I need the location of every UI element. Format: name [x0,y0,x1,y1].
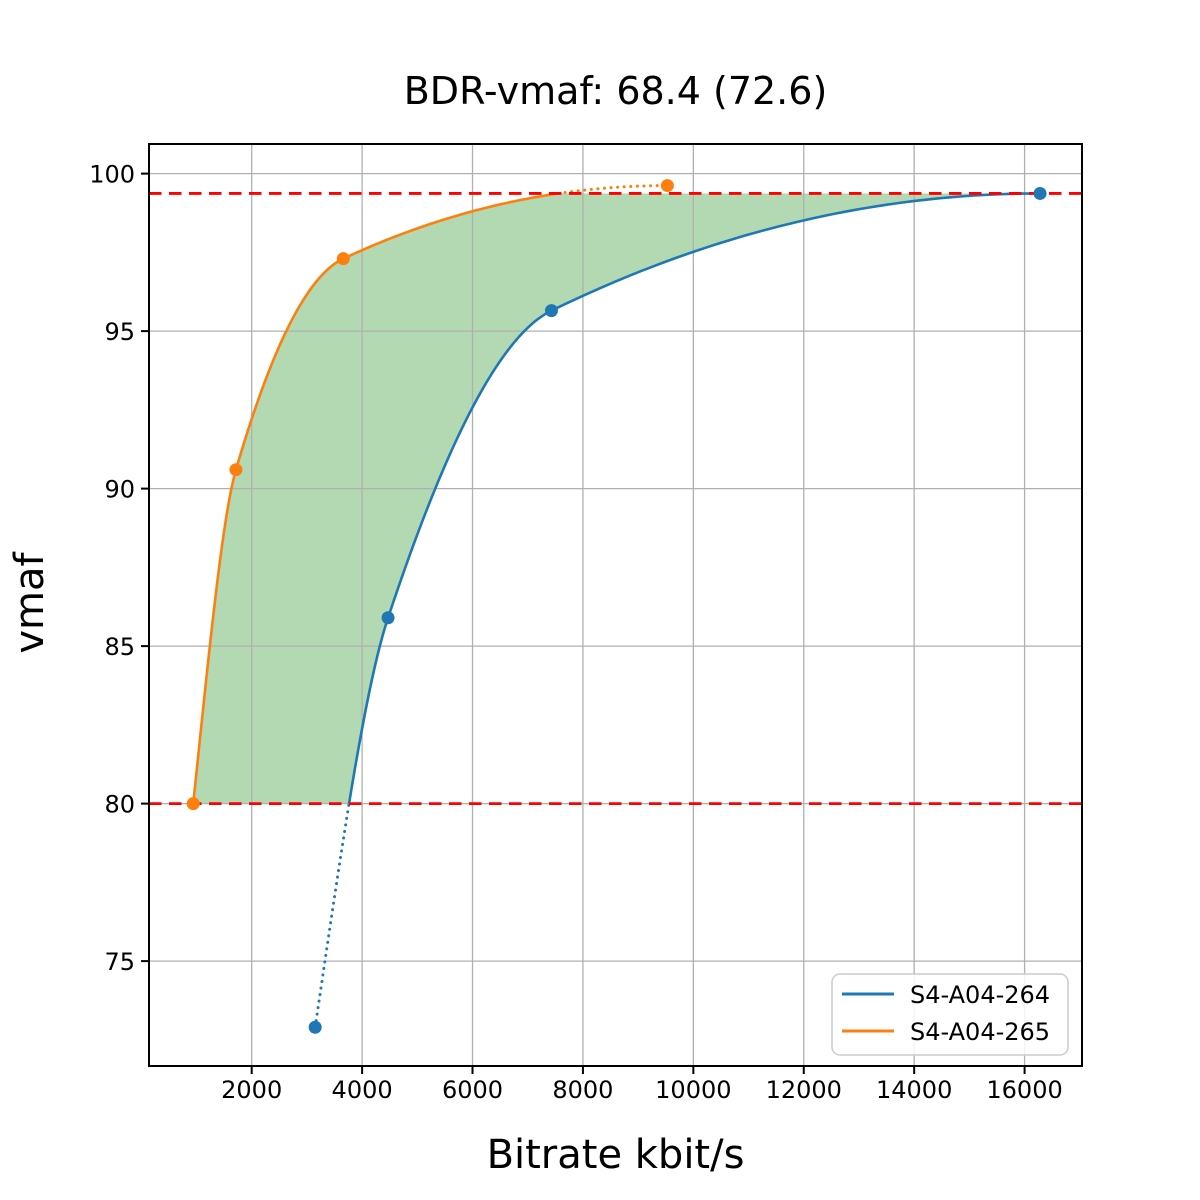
y-tick-label: 85 [104,633,135,661]
data-point-S4-A04-264 [544,304,558,318]
x-tick-label: 14000 [876,1076,952,1104]
chart-title: BDR-vmaf: 68.4 (72.6) [403,69,828,113]
data-point-S4-A04-265 [229,463,243,477]
y-tick-label: 75 [104,948,135,976]
x-axis-label: Bitrate kbit/s [486,1132,745,1178]
x-tick-label: 4000 [332,1076,393,1104]
x-tick-label: 16000 [986,1076,1062,1104]
x-tick-label: 12000 [766,1076,842,1104]
data-point-S4-A04-264 [381,611,395,625]
legend-label-S4-A04-264: S4-A04-264 [910,981,1050,1009]
data-point-S4-A04-265 [186,797,200,811]
legend-label-S4-A04-265: S4-A04-265 [910,1018,1050,1046]
x-tick-label: 6000 [442,1076,503,1104]
y-tick-label: 80 [104,791,135,819]
series-dotted-curve-S4-A04-265 [557,184,669,195]
x-tick-label: 2000 [221,1076,282,1104]
series-curve-S4-A04-265 [191,192,559,804]
y-tick-label: 95 [104,318,135,346]
series-curve-S4-A04-264 [347,192,1041,805]
x-tick-label: 8000 [552,1076,613,1104]
data-point-S4-A04-265 [336,252,350,266]
data-point-S4-A04-265 [660,179,674,193]
bd-shaded-region [193,193,1041,804]
series-dotted-curve-S4-A04-264 [313,802,351,1029]
data-point-S4-A04-264 [1033,186,1047,200]
axes-border [148,143,1083,1067]
data-point-S4-A04-264 [308,1020,322,1034]
y-tick-label: 90 [104,476,135,504]
x-tick-label: 10000 [655,1076,731,1104]
y-tick-label: 100 [89,161,135,189]
